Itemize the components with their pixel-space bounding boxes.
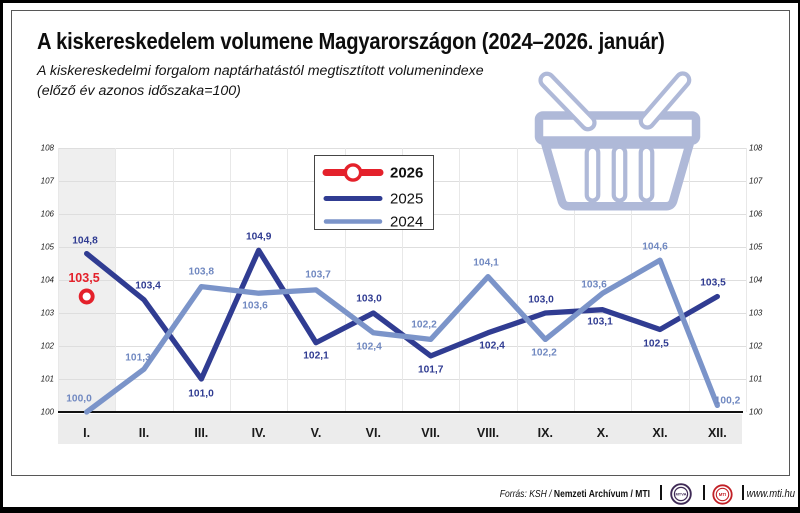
svg-text:MTVA: MTVA: [675, 492, 686, 497]
svg-text:MTI: MTI: [719, 492, 727, 497]
